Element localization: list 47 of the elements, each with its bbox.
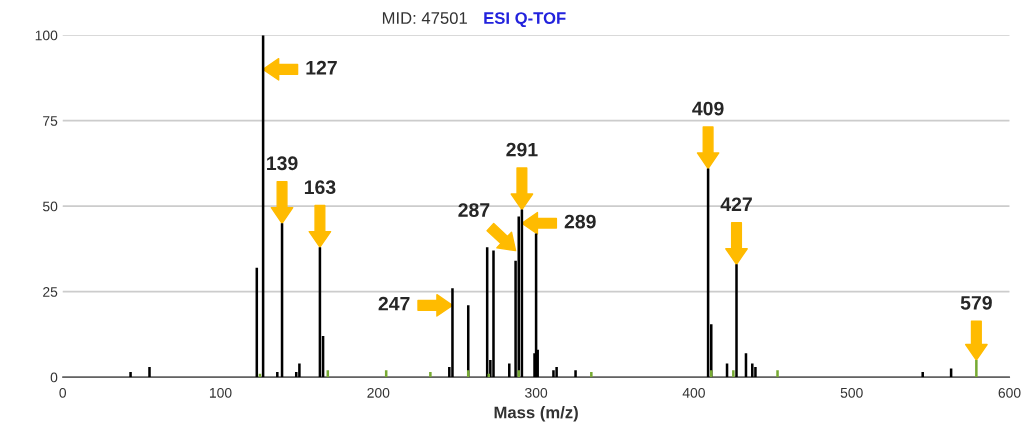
annotation: 247 — [378, 296, 410, 311]
bar — [429, 372, 432, 378]
bar — [492, 250, 495, 378]
chart-subtitle: ESI Q-TOF — [484, 12, 566, 28]
x-tick-label: 300 — [525, 387, 548, 398]
bar — [451, 288, 454, 378]
bar — [148, 366, 151, 378]
annotation: 409 — [692, 101, 724, 116]
bar — [754, 366, 757, 378]
x-tick-label: 200 — [367, 387, 390, 398]
chart-title: MID: 47501 — [382, 12, 467, 24]
bar — [508, 363, 511, 378]
y-tick-label: 50 — [42, 201, 58, 212]
x-tick-label: 0 — [59, 387, 67, 398]
y-tick-label: 75 — [43, 116, 58, 126]
annotation: 427 — [720, 197, 752, 211]
y-tick-label: 25 — [43, 286, 58, 297]
annotation: 291 — [506, 142, 538, 157]
annotation: 139 — [267, 156, 298, 171]
x-axis-title: Mass (m/z) — [494, 406, 578, 422]
bar — [735, 264, 738, 378]
bar — [555, 366, 558, 378]
bar — [975, 360, 978, 378]
bar — [732, 370, 735, 378]
annotation: 127 — [306, 60, 337, 75]
annotation: 579 — [960, 295, 992, 310]
bar — [921, 372, 924, 378]
y-tick-label: 100 — [35, 30, 58, 41]
bar — [751, 363, 754, 378]
bar — [552, 370, 555, 378]
bar — [298, 363, 301, 378]
bar — [129, 372, 132, 378]
bar — [590, 372, 593, 378]
annotation: 289 — [564, 214, 596, 229]
x-tick-label: 400 — [682, 387, 705, 398]
bar — [466, 370, 470, 378]
x-tick-label: 500 — [840, 387, 863, 398]
bar — [776, 370, 779, 378]
x-tick-label: 600 — [998, 387, 1021, 398]
bar — [517, 370, 521, 378]
y-tick-label: 0 — [50, 372, 58, 383]
bar — [574, 370, 577, 378]
x-tick-label: 100 — [209, 387, 232, 398]
annotation: 287 — [458, 203, 490, 217]
bar — [276, 372, 279, 378]
bar — [710, 370, 713, 378]
annotation: 163 — [304, 180, 336, 195]
